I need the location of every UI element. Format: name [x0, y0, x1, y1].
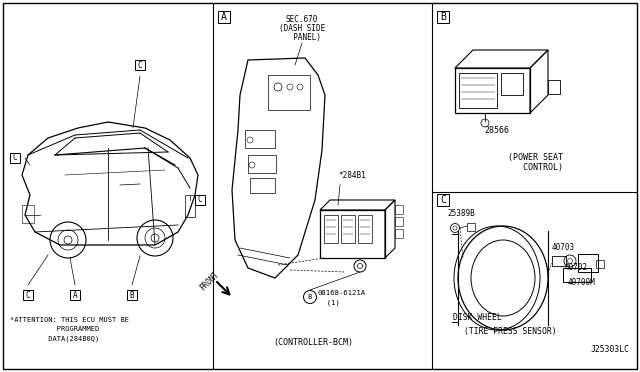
Text: C: C — [26, 291, 30, 299]
Bar — [324, 215, 338, 243]
Bar — [341, 215, 355, 243]
Text: PROGRAMMED: PROGRAMMED — [10, 326, 99, 332]
Bar — [578, 254, 598, 272]
Text: C: C — [440, 195, 446, 205]
Text: 08168-6121A: 08168-6121A — [318, 290, 366, 296]
Text: 40703: 40703 — [552, 243, 575, 252]
Bar — [268, 75, 310, 110]
Text: *ATTENTION: THIS ECU MUST BE: *ATTENTION: THIS ECU MUST BE — [10, 317, 129, 323]
Text: DISK WHEEL: DISK WHEEL — [453, 313, 502, 322]
Bar — [501, 73, 523, 95]
Bar — [127, 290, 137, 300]
Bar — [22, 205, 34, 223]
Bar — [23, 290, 33, 300]
Bar — [195, 195, 205, 205]
Text: SEC.670: SEC.670 — [286, 15, 318, 24]
Text: (DASH SIDE: (DASH SIDE — [279, 24, 325, 33]
Bar — [135, 60, 145, 70]
Text: (TIRE PRESS SENSOR): (TIRE PRESS SENSOR) — [464, 327, 556, 336]
Text: (CONTROLLER-BCM): (CONTROLLER-BCM) — [273, 338, 353, 347]
Text: J25303LC: J25303LC — [591, 345, 630, 354]
Bar — [70, 290, 80, 300]
Bar — [218, 11, 230, 23]
Bar — [395, 229, 403, 238]
Text: B: B — [130, 291, 134, 299]
Text: CONTROL): CONTROL) — [508, 163, 563, 172]
Text: 40702: 40702 — [565, 263, 588, 272]
Bar — [245, 130, 275, 148]
Text: 40700M: 40700M — [568, 278, 596, 287]
Bar — [548, 80, 560, 94]
Text: (POWER SEAT: (POWER SEAT — [508, 153, 563, 162]
Bar — [185, 195, 195, 217]
Text: A: A — [73, 291, 77, 299]
Bar — [395, 205, 403, 214]
Bar — [358, 215, 372, 243]
Text: *284B1: *284B1 — [338, 171, 365, 180]
Text: A: A — [221, 12, 227, 22]
Bar — [596, 260, 604, 268]
Bar — [459, 73, 497, 108]
Text: DATA(284B0Q): DATA(284B0Q) — [10, 335, 99, 341]
Bar — [10, 153, 20, 163]
Text: C: C — [198, 196, 202, 205]
Bar — [563, 268, 591, 282]
Text: B: B — [440, 12, 446, 22]
Bar — [437, 194, 449, 206]
Text: C: C — [138, 61, 142, 70]
Text: (1): (1) — [318, 300, 340, 307]
Bar — [437, 11, 449, 23]
Bar — [395, 217, 403, 226]
Bar — [250, 178, 275, 193]
Text: C: C — [13, 154, 17, 163]
Text: PANEL): PANEL) — [284, 33, 321, 42]
Bar — [467, 223, 475, 231]
Bar — [320, 210, 385, 258]
Bar — [248, 155, 276, 173]
Bar — [552, 256, 566, 266]
Bar — [455, 68, 530, 113]
Text: B: B — [308, 294, 312, 300]
Text: 28566: 28566 — [484, 126, 509, 135]
Text: FRONT: FRONT — [198, 269, 221, 292]
Text: 25389B: 25389B — [447, 209, 475, 218]
